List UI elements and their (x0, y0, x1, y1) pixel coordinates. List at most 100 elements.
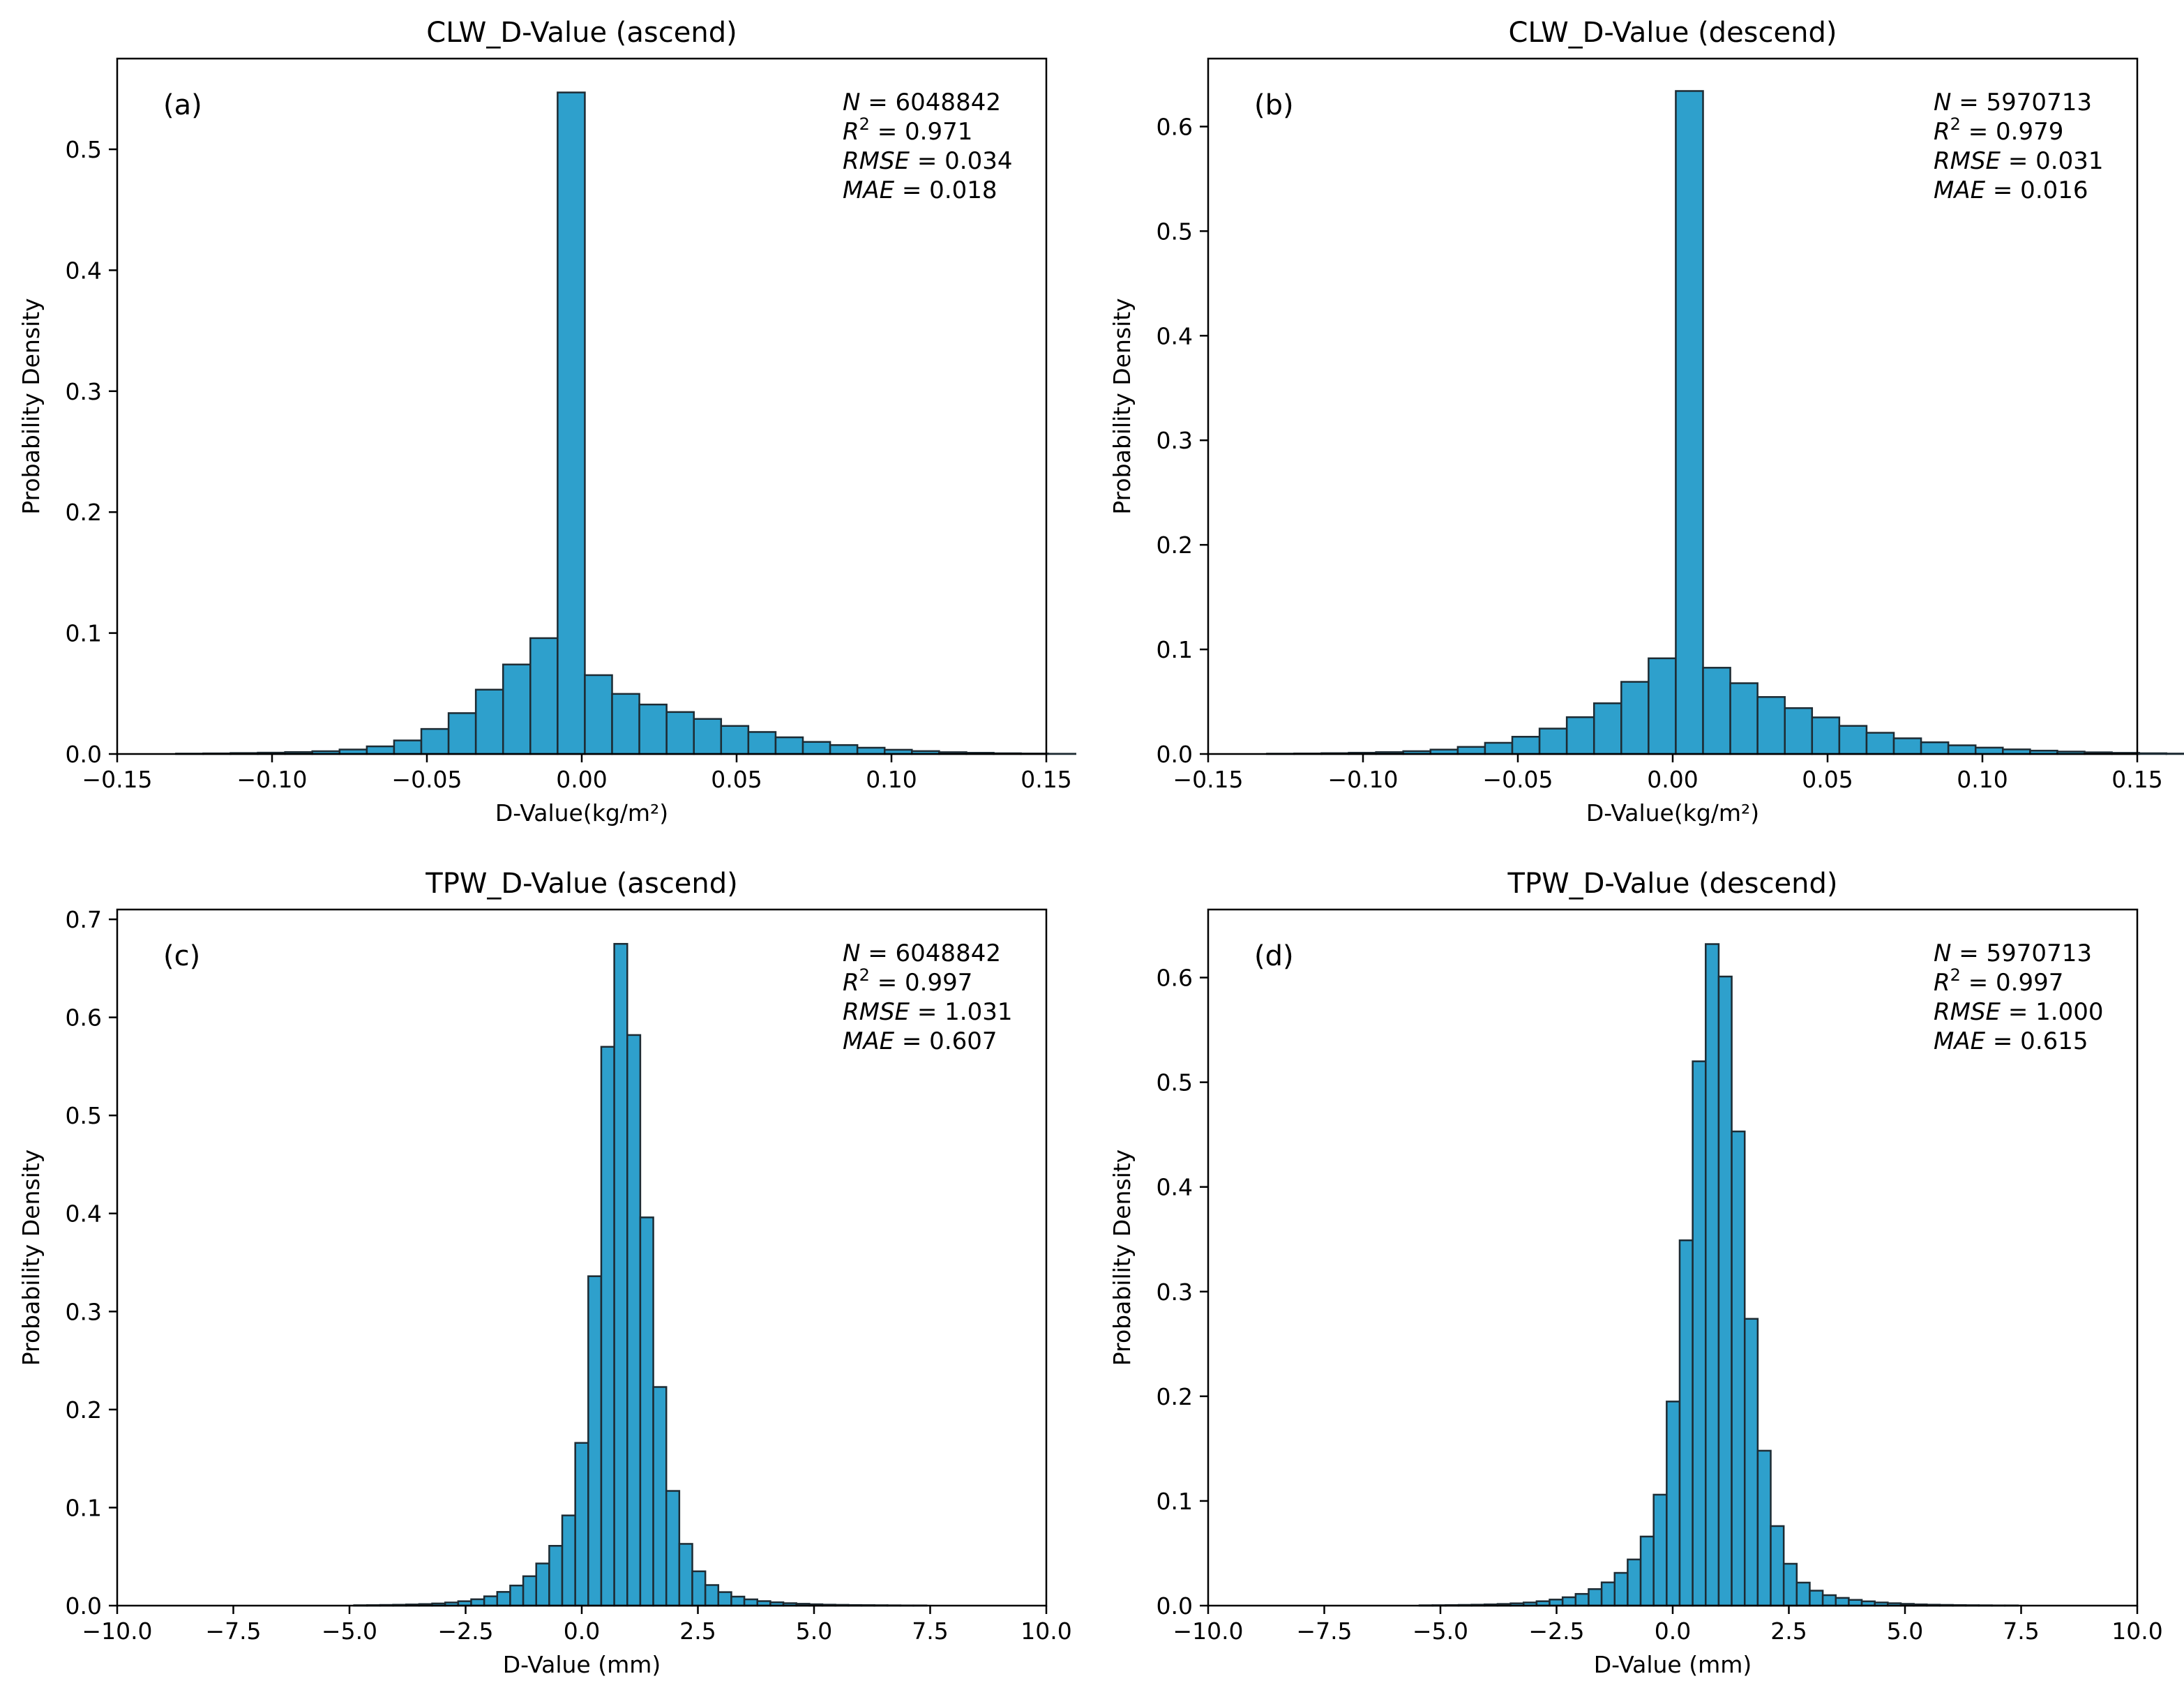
x-tick-label: 0.05 (1802, 766, 1853, 793)
x-axis-label: D-Value(kg/m²) (1586, 799, 1759, 827)
y-tick-label: 0.3 (66, 1298, 102, 1325)
y-axis-label: Probability Density (17, 298, 45, 514)
x-tick-label: −10.0 (1173, 1617, 1243, 1645)
y-tick-label: 0.4 (1157, 1174, 1193, 1201)
panel-label: (d) (1254, 940, 1294, 972)
histogram-bar (1770, 1525, 1785, 1607)
y-tick-label: 0.1 (66, 620, 102, 647)
histogram-bar (1652, 1493, 1668, 1607)
histogram-bar (393, 739, 423, 755)
histogram-bar (1675, 90, 1704, 755)
histogram-bar (474, 688, 504, 755)
x-tick-label: −0.10 (1327, 766, 1398, 793)
histogram-bar (600, 1046, 615, 1607)
histogram-bar (613, 942, 628, 1607)
histogram-bar (535, 1562, 550, 1607)
histogram-bar (720, 725, 750, 755)
histogram-bar (584, 674, 613, 755)
stat-r2: R2 = 0.997 (843, 965, 972, 997)
histogram-bar (2165, 753, 2184, 755)
x-tick-label: −0.15 (1173, 766, 1243, 793)
histogram-bar (1795, 1581, 1811, 1607)
histogram-bar (483, 1595, 499, 1607)
x-tick-label: 0.15 (2111, 766, 2162, 793)
histogram-bar (1811, 716, 1841, 755)
histogram-bar (665, 711, 695, 755)
x-axis-label: D-Value (mm) (1594, 1651, 1752, 1678)
histogram-bar (678, 1543, 693, 1607)
histogram-bar (574, 1442, 589, 1607)
histogram-bar (829, 744, 859, 755)
histogram-bar (1705, 943, 1720, 1607)
x-tick-label: 5.0 (1887, 1617, 1923, 1645)
y-tick-label: 0.3 (1157, 427, 1193, 454)
histogram-bar (496, 1591, 511, 1607)
x-axis-label: D-Value (mm) (503, 1651, 661, 1678)
histogram-bar (1639, 1535, 1655, 1607)
y-tick-label: 0.2 (66, 1396, 102, 1424)
stat-rmse: RMSE = 1.031 (843, 998, 1012, 1026)
y-axis-label: Probability Density (1108, 1149, 1136, 1366)
y-tick-label: 0.4 (1157, 322, 1193, 349)
histogram-bar (611, 693, 640, 755)
histogram-bar (1717, 975, 1733, 1607)
stat-mae: MAE = 0.615 (1934, 1027, 2088, 1055)
histogram-bar (1756, 1449, 1772, 1607)
histogram-bar (1620, 681, 1650, 755)
histogram-bar (1947, 744, 1977, 755)
bars-1 (1266, 90, 2184, 755)
stat-n: N = 6048842 (843, 89, 1001, 116)
y-tick-label: 0.7 (66, 906, 102, 933)
histogram-bar (1835, 1597, 1850, 1607)
y-tick-label: 0.1 (1157, 1488, 1193, 1515)
histogram-bar (638, 703, 668, 755)
histogram-bar (1784, 707, 1814, 755)
histogram-bar (693, 718, 723, 755)
y-tick-label: 0.2 (1157, 1383, 1193, 1410)
histogram-bar (1511, 736, 1541, 755)
histogram-bar (1756, 696, 1786, 755)
y-tick-label: 0.5 (1157, 218, 1193, 245)
y-tick-label: 0.3 (66, 378, 102, 405)
histogram-bar (743, 1598, 758, 1607)
y-tick-label: 0.0 (1157, 741, 1193, 768)
histogram-bar (665, 1490, 681, 1607)
histogram-bar (1588, 1588, 1603, 1607)
y-tick-label: 0.1 (1157, 636, 1193, 663)
x-tick-label: −2.5 (1528, 1617, 1584, 1645)
chart-title: TPW_D-Value (descend) (1507, 868, 1838, 900)
y-tick-label: 0.5 (1157, 1069, 1193, 1096)
x-tick-label: 0.0 (564, 1617, 600, 1645)
bars-2 (353, 942, 928, 1607)
y-tick-label: 0.2 (66, 499, 102, 526)
bars-0 (175, 91, 1076, 755)
histogram-bar (502, 663, 532, 755)
histogram-bar (1974, 746, 2004, 755)
x-tick-label: 0.00 (556, 766, 607, 793)
histogram-bar (1838, 725, 1868, 755)
y-tick-label: 0.3 (1157, 1279, 1193, 1306)
x-tick-label: −5.0 (1413, 1617, 1468, 1645)
histogram-bar (1920, 741, 1950, 755)
y-tick-label: 0.4 (66, 257, 102, 284)
histogram-bar (691, 1570, 707, 1607)
histogram-bar (557, 91, 586, 755)
histogram-bar (747, 731, 777, 755)
histogram-bar (522, 1575, 537, 1607)
stat-n: N = 6048842 (843, 940, 1001, 967)
histogram-bar (1456, 746, 1486, 755)
panel-label: (b) (1254, 89, 1294, 121)
stat-rmse: RMSE = 0.034 (843, 147, 1012, 175)
x-tick-label: 0.05 (711, 766, 762, 793)
histogram-bar (856, 746, 886, 755)
histogram-bar (366, 745, 396, 755)
y-tick-label: 0.4 (66, 1200, 102, 1228)
histogram-bar (548, 1545, 564, 1607)
y-tick-label: 0.5 (66, 136, 102, 163)
x-tick-label: −10.0 (82, 1617, 152, 1645)
histogram-bar (1574, 1592, 1590, 1607)
histogram-bar (1821, 1594, 1837, 1607)
histogram-bar (717, 1591, 732, 1607)
histogram-bar (1565, 716, 1595, 755)
stat-rmse: RMSE = 1.000 (1934, 998, 2103, 1026)
